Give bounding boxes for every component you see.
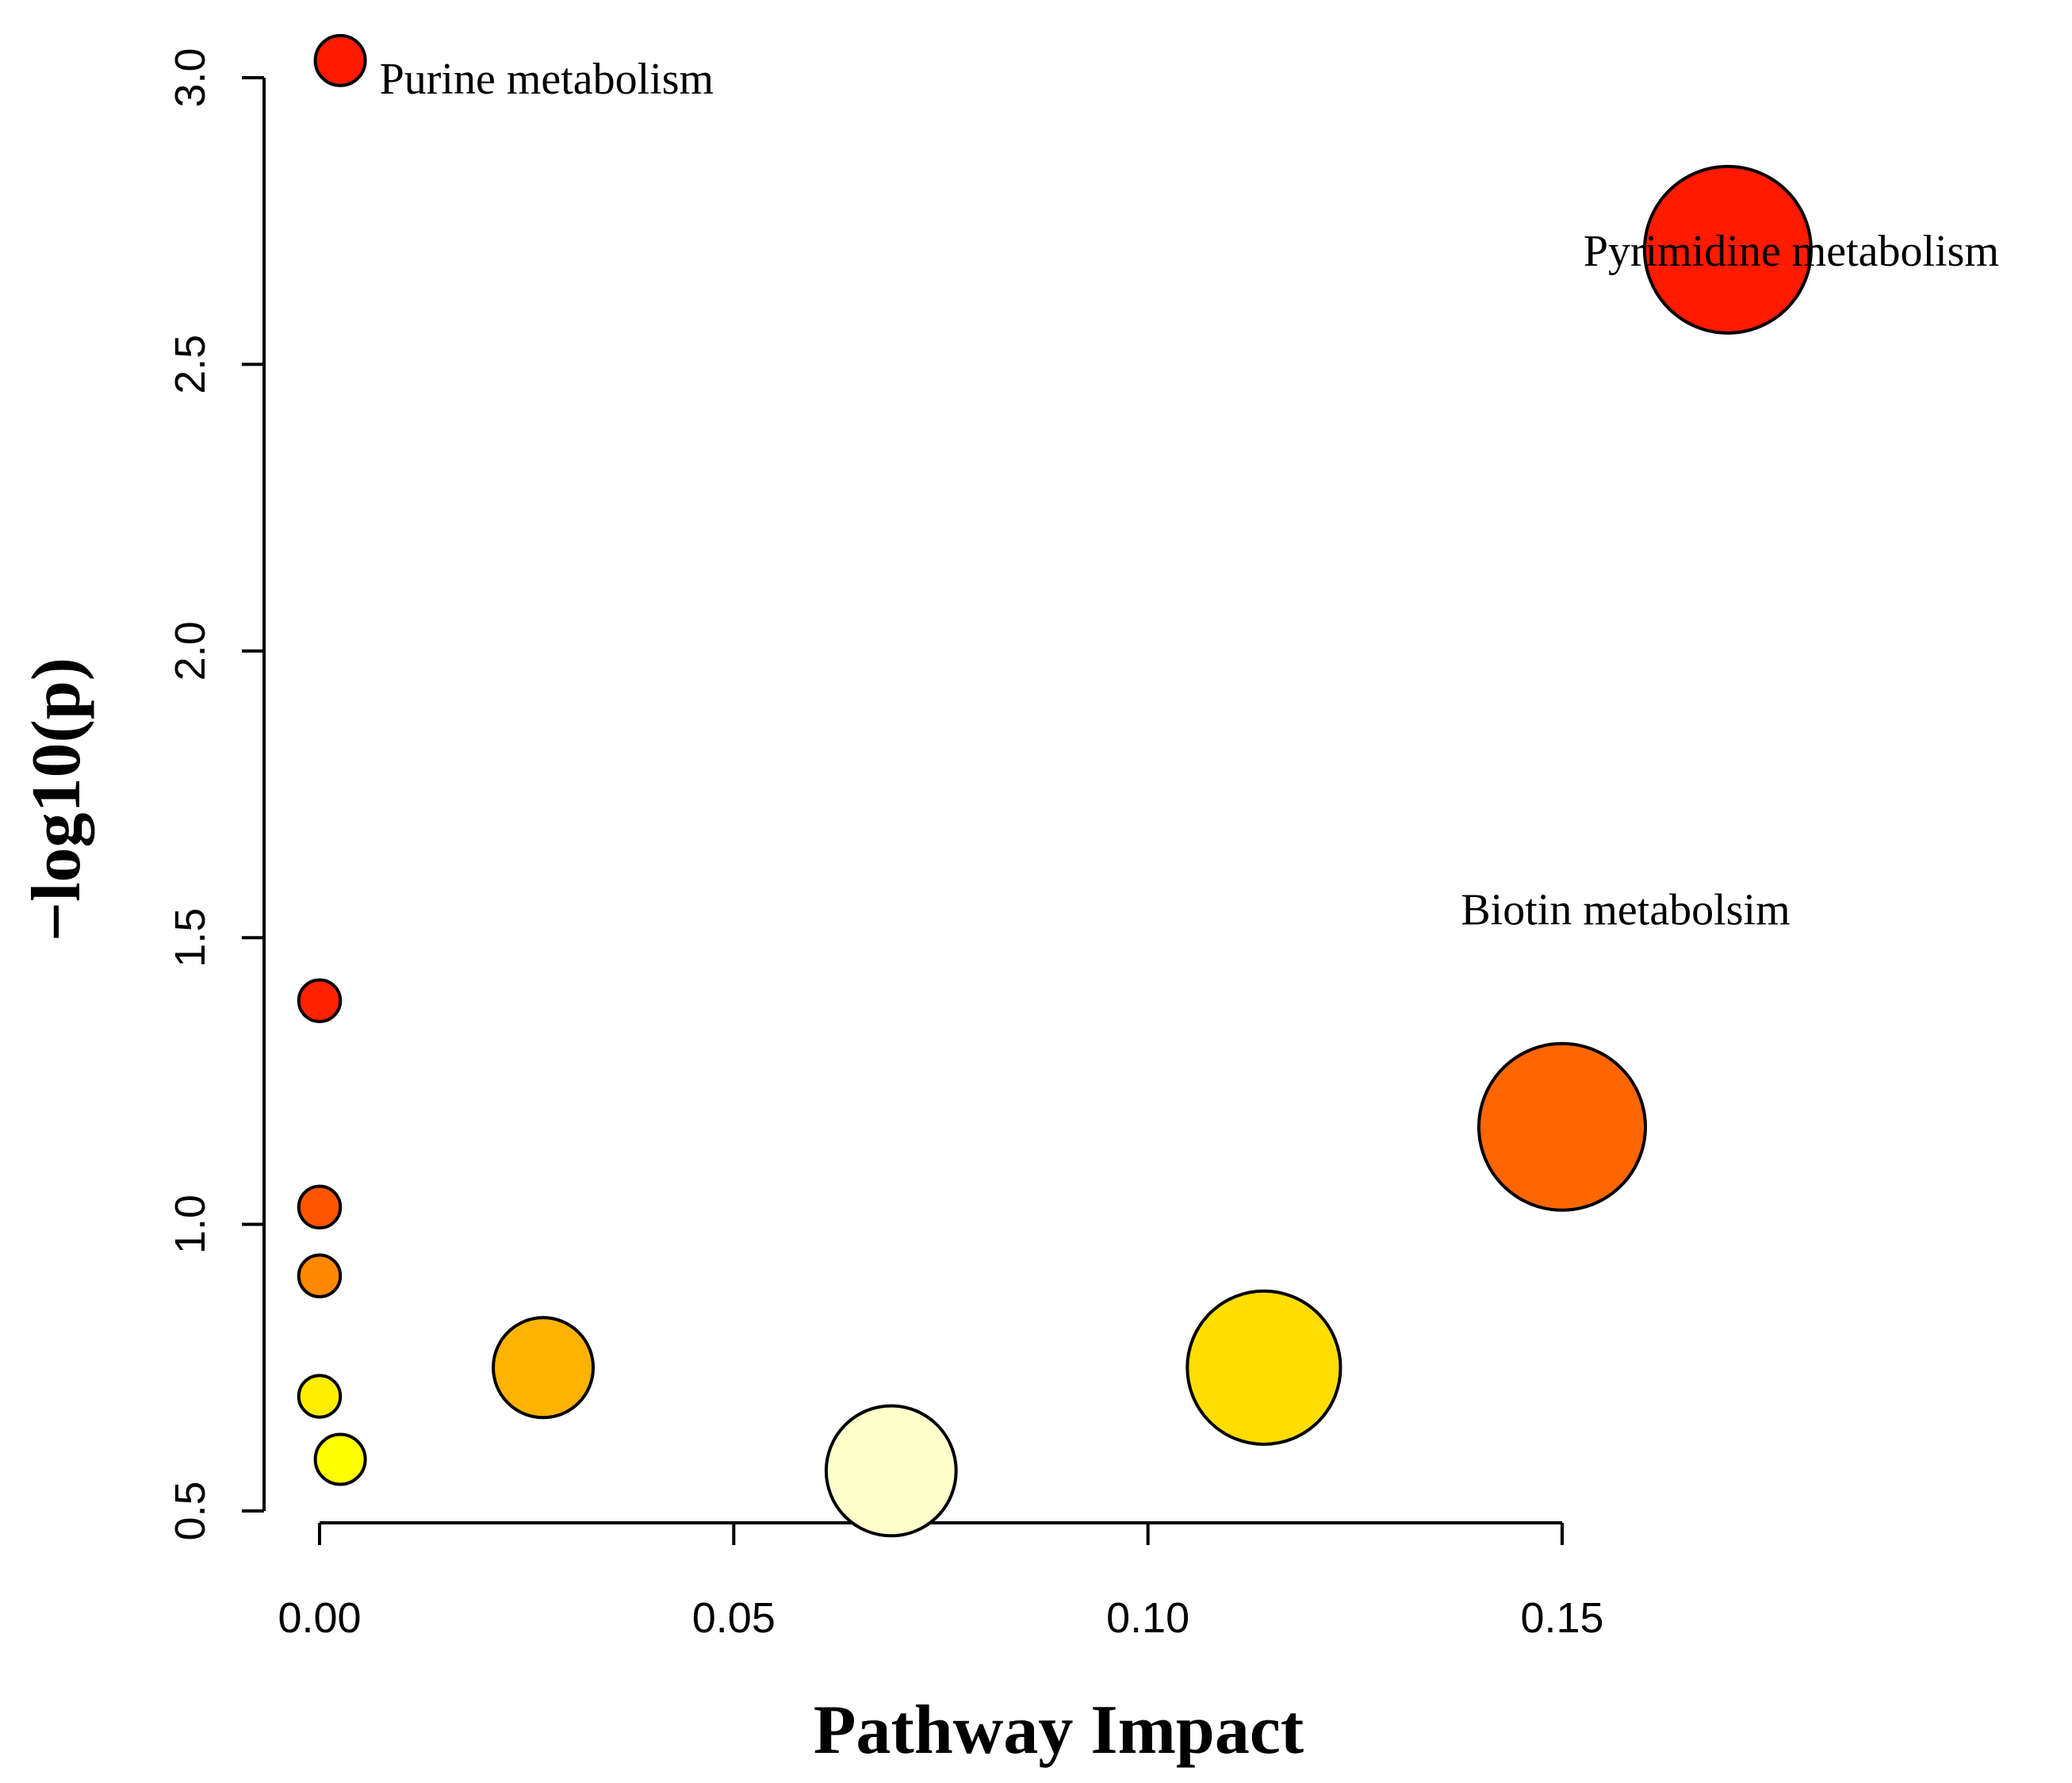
- bubble-point: [824, 1404, 958, 1538]
- x-axis-title: Pathway Impact: [814, 1692, 1304, 1769]
- axes: [262, 78, 1562, 1524]
- bubbles: [297, 33, 1813, 1538]
- y-tick-label: 2.0: [167, 621, 214, 681]
- bubble-point: [1642, 164, 1813, 335]
- y-tick-label: 2.5: [167, 335, 214, 394]
- annotations: Purine metabolism Pyrimidine metabolism Bi…: [380, 55, 1999, 935]
- x-tick-label: 0.05: [692, 1594, 776, 1642]
- x-tick-label: 0.10: [1106, 1594, 1189, 1642]
- bubble-point: [297, 1374, 343, 1419]
- bubble-point: [297, 1184, 343, 1230]
- bubble-label: Biotin metabolsim: [1461, 886, 1790, 935]
- bubble-point: [297, 1253, 343, 1298]
- bubble-point: [492, 1316, 596, 1420]
- bubble-label: Purine metabolism: [380, 55, 714, 104]
- x-tick-label: 0.15: [1520, 1594, 1603, 1642]
- bubble-point: [297, 978, 343, 1023]
- y-axis-title: −log10(p): [18, 658, 95, 941]
- bubble-label: Pyrimidine metabolism: [1584, 227, 1999, 276]
- bubble-point: [313, 1432, 367, 1486]
- y-tick-label: 1.0: [167, 1194, 214, 1254]
- x-tick-label: 0.00: [278, 1594, 361, 1642]
- y-tick-label: 0.5: [167, 1481, 214, 1540]
- y-tick-label: 1.5: [167, 908, 214, 968]
- ticks: 0.00 0.05 0.10 0.15 0.5 1.0 1.5 2.0 2.5 3.0: [167, 48, 1604, 1642]
- bubble-point: [1185, 1289, 1342, 1446]
- bubble-point: [1477, 1041, 1647, 1212]
- y-tick-label: 3.0: [167, 48, 214, 107]
- bubble-point: [313, 33, 367, 87]
